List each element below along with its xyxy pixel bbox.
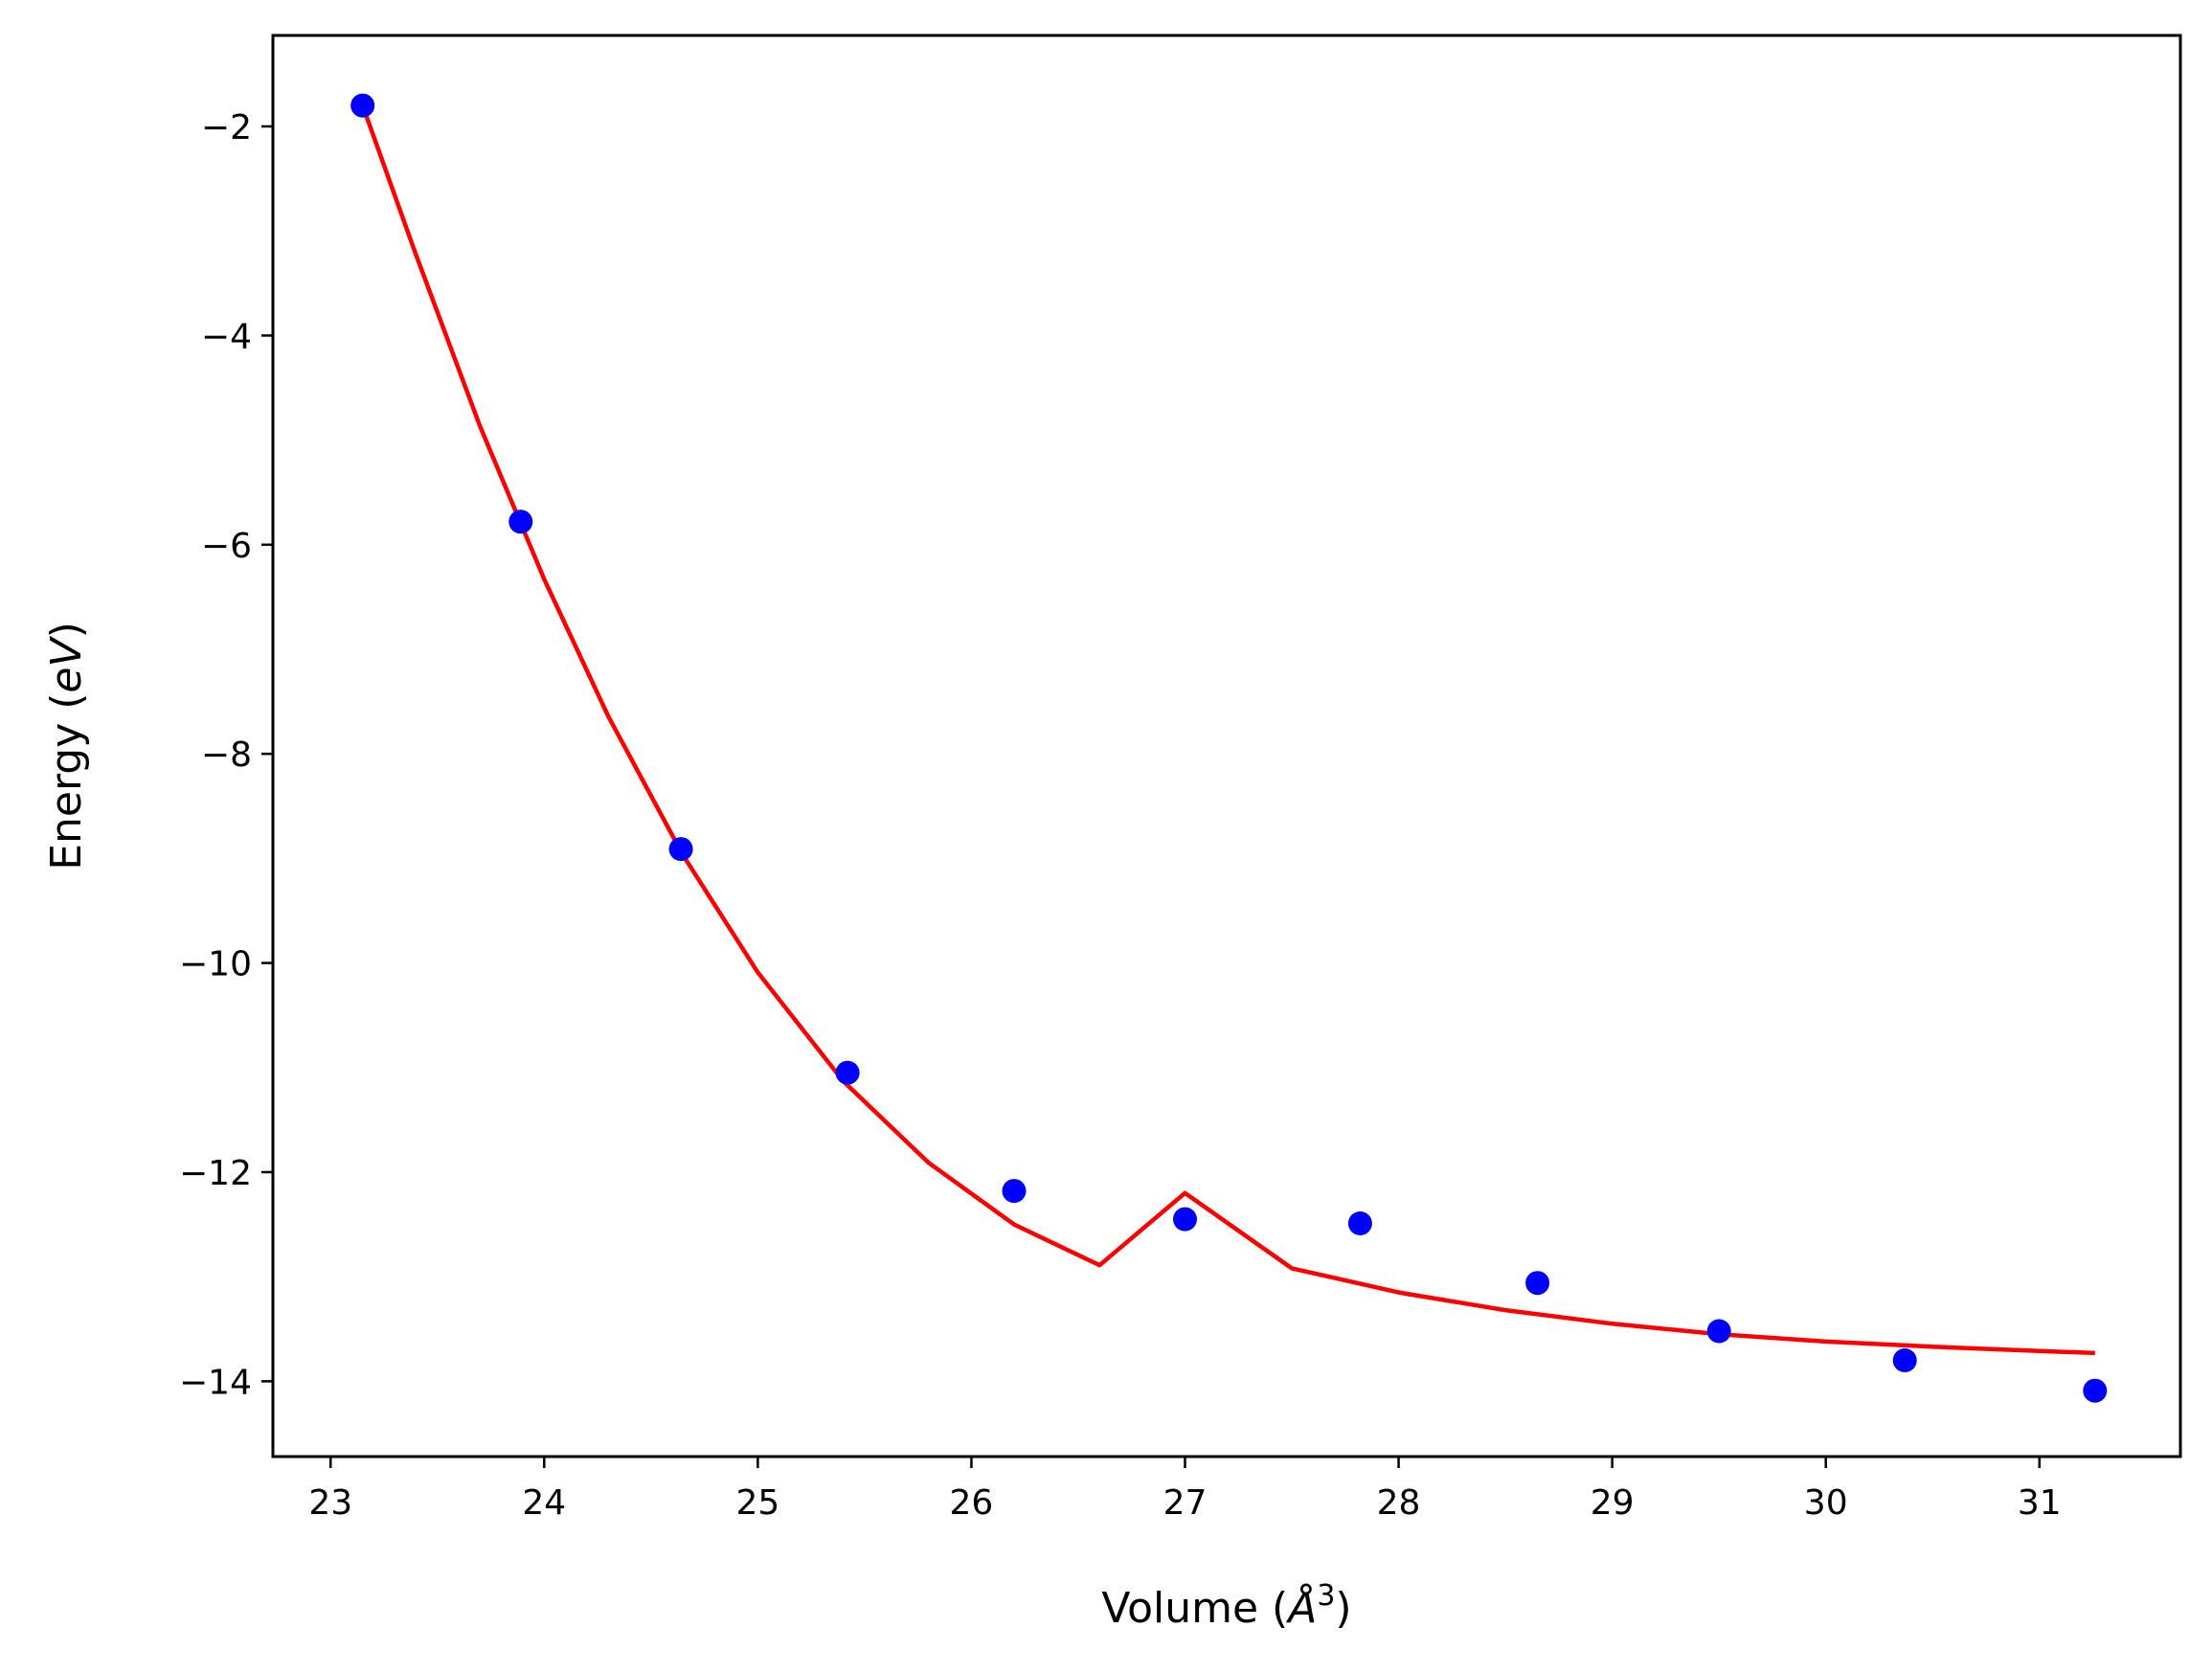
- data-point: [1525, 1271, 1550, 1296]
- data-point: [2083, 1378, 2108, 1403]
- x-tick-label: 30: [1804, 1483, 1848, 1523]
- data-point: [835, 1060, 860, 1085]
- x-tick-label: 27: [1163, 1483, 1208, 1523]
- data-point: [1173, 1207, 1197, 1232]
- data-point: [1002, 1179, 1027, 1204]
- x-tick-label: 25: [735, 1483, 779, 1523]
- data-point: [1892, 1348, 1917, 1372]
- y-tick-label: −6: [201, 527, 252, 566]
- x-axis-label-prefix: Volume (: [1101, 1584, 1288, 1633]
- x-axis-ticks: 23 24 25 26 27 28 29 30 31: [308, 1457, 2062, 1523]
- x-tick-label: 29: [1591, 1483, 1635, 1523]
- data-point: [350, 93, 375, 118]
- y-axis-label-unit: eV: [42, 636, 91, 693]
- y-tick-label: −2: [201, 108, 252, 147]
- x-axis-label-suffix: ): [1335, 1584, 1351, 1633]
- y-tick-label: −10: [179, 945, 252, 984]
- x-tick-label: 26: [950, 1483, 994, 1523]
- y-axis-label-prefix: Energy (: [42, 693, 91, 870]
- y-axis-label-suffix: ): [42, 622, 91, 638]
- y-tick-label: −8: [201, 735, 252, 775]
- x-axis-label-superscript: 3: [1317, 1579, 1335, 1613]
- series-layer: [350, 93, 2108, 1403]
- data-point: [1347, 1211, 1372, 1235]
- data-point: [668, 837, 693, 862]
- data-point: [1706, 1319, 1731, 1344]
- y-axis-ticks: −2 −4 −6 −8 −10 −12 −14: [179, 108, 273, 1402]
- y-axis-label: Energy (eV): [42, 622, 91, 870]
- x-tick-label: 28: [1377, 1483, 1421, 1523]
- plot-area-frame: [271, 34, 2182, 1458]
- data-point: [508, 509, 533, 534]
- x-tick-label: 31: [2018, 1483, 2062, 1523]
- x-axis-label: Volume (Å3): [1101, 1579, 1351, 1633]
- y-tick-label: −12: [179, 1154, 252, 1193]
- x-tick-label: 23: [308, 1483, 352, 1523]
- x-tick-label: 24: [522, 1483, 566, 1523]
- fit-line: [360, 104, 2095, 1356]
- y-tick-label: −4: [201, 317, 252, 356]
- y-tick-label: −14: [179, 1363, 252, 1402]
- x-axis-label-symbol: Å: [1285, 1582, 1317, 1633]
